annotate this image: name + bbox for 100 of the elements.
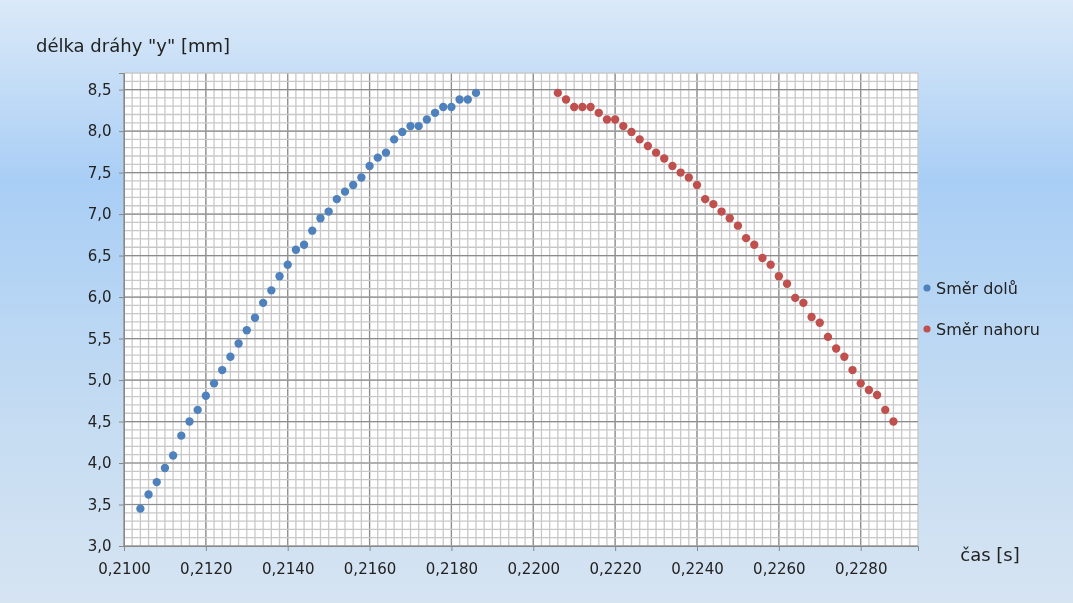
point: [610, 115, 620, 124]
y-tick-label: 7,5: [87, 163, 112, 182]
y-tick-label: 3,5: [87, 495, 112, 514]
point: [872, 390, 882, 400]
point: [209, 379, 219, 388]
point: [299, 240, 309, 249]
y-tick-label: 6,5: [87, 246, 112, 265]
y-tick-label: 4,0: [87, 454, 112, 473]
point: [831, 344, 841, 353]
point: [627, 127, 636, 137]
point: [848, 365, 857, 375]
point: [160, 463, 170, 473]
legend-label: Směr dolů: [936, 279, 1018, 298]
point: [136, 504, 145, 513]
point: [668, 161, 677, 171]
point: [250, 313, 260, 322]
point: [152, 477, 161, 487]
point: [553, 88, 563, 98]
x-tick-label: 0,2100: [98, 559, 151, 578]
point: [267, 286, 276, 295]
point: [766, 260, 775, 269]
point: [373, 153, 382, 162]
point: [455, 95, 464, 104]
point: [234, 339, 243, 348]
y-tick-label: 6,0: [87, 288, 112, 307]
point: [709, 199, 718, 209]
point: [741, 233, 751, 243]
point: [275, 272, 284, 281]
point: [168, 451, 178, 460]
point: [807, 312, 816, 322]
point: [561, 95, 571, 104]
point: [602, 115, 612, 124]
y-tick-label: 3,0: [87, 537, 112, 556]
point: [684, 173, 693, 182]
point: [643, 141, 653, 151]
point: [864, 385, 874, 395]
point: [340, 187, 350, 196]
y-tick-label: 7,0: [87, 205, 112, 224]
point: [357, 173, 366, 182]
point: [856, 379, 865, 388]
y-tick-label: 5,0: [87, 371, 112, 390]
x-tick-label: 0,2180: [425, 559, 479, 578]
point: [226, 352, 235, 361]
point: [840, 352, 849, 361]
y-tick-label: 4,5: [87, 412, 112, 431]
point: [799, 298, 808, 308]
y-tick-label: 5,5: [87, 329, 112, 348]
point: [332, 194, 342, 204]
point: [570, 102, 579, 112]
point: [218, 365, 227, 375]
point: [291, 245, 301, 254]
x-tick-label: 0,2200: [507, 559, 561, 578]
point: [717, 207, 726, 216]
point: [692, 180, 702, 190]
point: [463, 95, 472, 104]
x-tick-label: 0,2140: [261, 559, 315, 578]
point: [815, 318, 824, 327]
x-tick-label: 0,2120: [180, 559, 233, 578]
point: [406, 121, 415, 131]
x-tick-label: 0,2280: [834, 559, 888, 578]
point: [889, 417, 898, 426]
x-tick-label: 0,2220: [589, 559, 642, 578]
point: [389, 135, 399, 144]
point: [177, 431, 186, 440]
point: [881, 405, 890, 415]
point: [823, 332, 833, 342]
point: [242, 326, 251, 335]
point: [774, 272, 784, 281]
point: [447, 102, 456, 112]
point: [258, 298, 268, 308]
x-tick-label: 0,2240: [671, 559, 724, 578]
point: [398, 127, 407, 137]
y-tick-label: 8,5: [87, 80, 112, 99]
point: [308, 226, 317, 235]
point: [660, 154, 669, 163]
point: [750, 240, 759, 249]
point: [651, 148, 661, 157]
point: [324, 207, 333, 216]
point: [144, 490, 153, 499]
point: [791, 293, 800, 303]
point: [201, 391, 211, 400]
point: [185, 417, 194, 426]
point: [283, 260, 292, 269]
point: [594, 108, 603, 118]
y-axis-title: délka dráhy "y" [mm]: [36, 35, 231, 56]
point: [430, 108, 440, 118]
point: [414, 121, 423, 131]
point: [439, 102, 448, 112]
point: [471, 88, 481, 98]
point: [725, 214, 734, 223]
point: [349, 180, 358, 190]
point: [619, 121, 628, 131]
point: [578, 102, 587, 112]
point: [316, 214, 325, 223]
x-tick-label: 0,2260: [753, 559, 806, 578]
point: [758, 253, 767, 263]
point: [381, 148, 391, 157]
y-tick-label: 8,0: [87, 122, 112, 141]
legend-label: Směr nahoru: [936, 320, 1040, 339]
point: [193, 405, 202, 415]
